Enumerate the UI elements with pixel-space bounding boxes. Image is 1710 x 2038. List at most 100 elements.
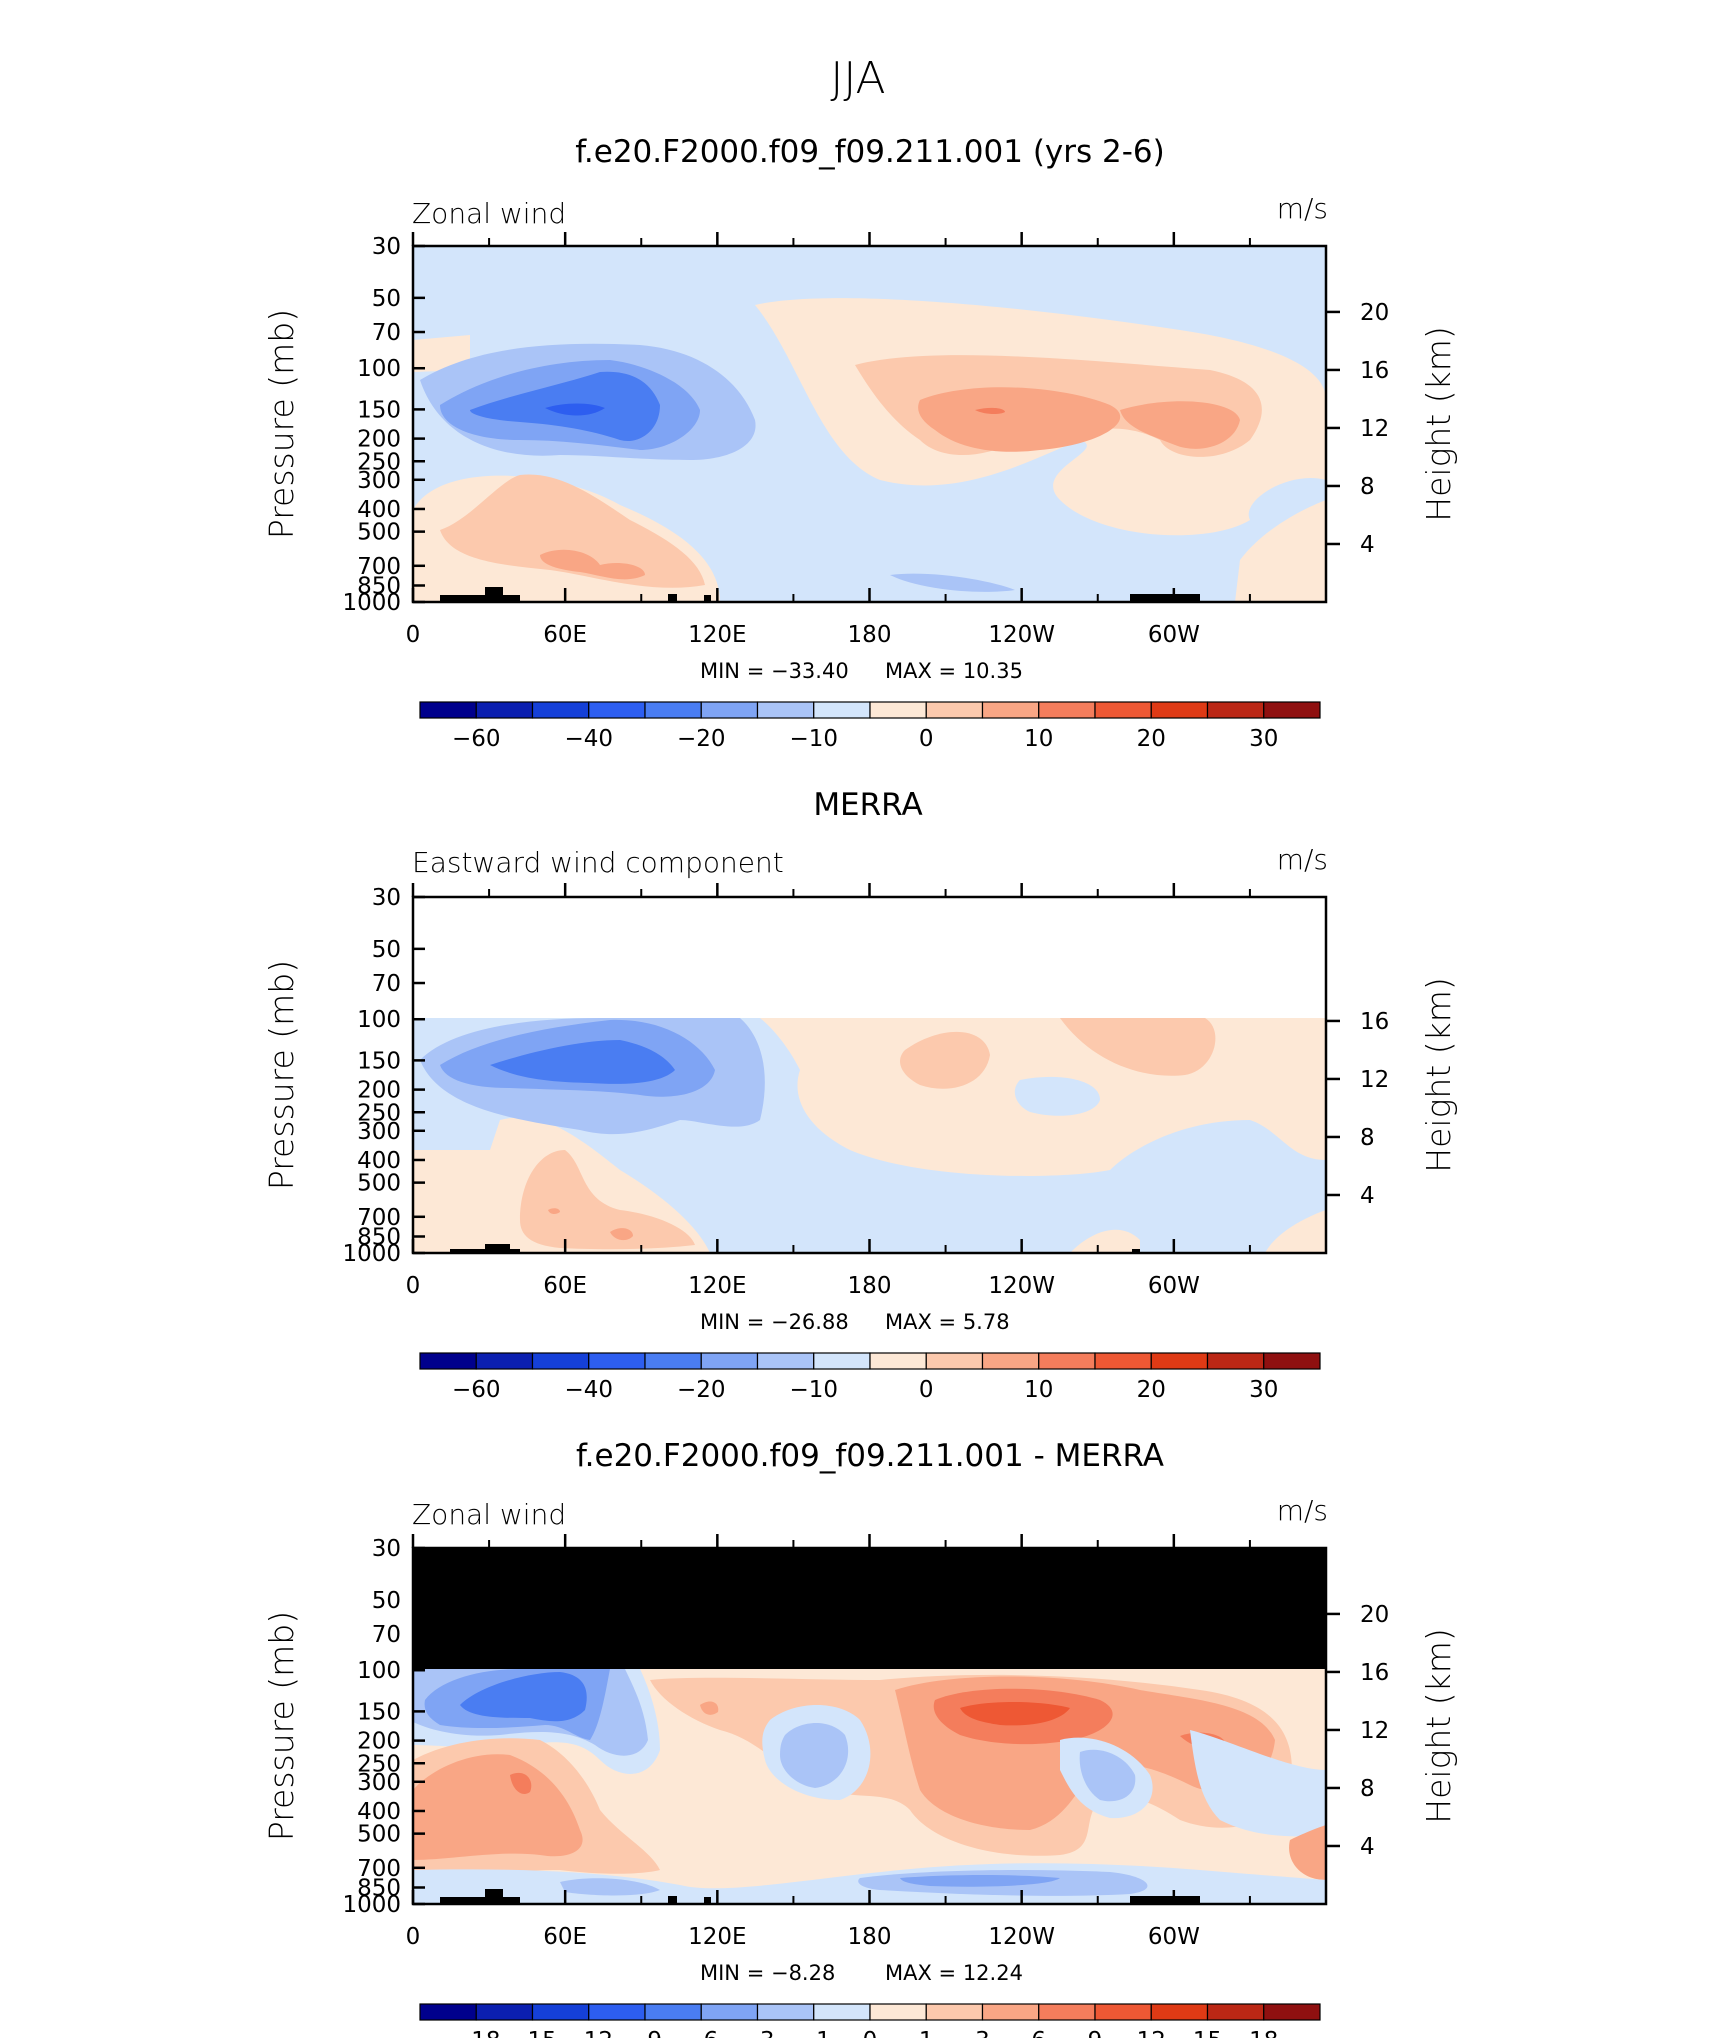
merra-pos-low-3 [610, 1228, 633, 1241]
x-tick-label-model: 60E [543, 622, 587, 648]
merra-pos-2a [900, 1031, 990, 1089]
colorbar-box-merra [644, 1352, 702, 1370]
colorbar-box-model [475, 701, 534, 719]
colorbar-box-model [1206, 701, 1265, 719]
merra-neg-3 [490, 1040, 675, 1084]
colorbar-box-model [925, 701, 984, 719]
colorbar-box-model [1038, 701, 1096, 719]
p-tick-label-merra: 500 [357, 1171, 401, 1197]
colorbar-label-diff: 12 [1137, 2028, 1166, 2038]
colorbar-box-diff [756, 2003, 815, 2021]
colorbar-box-diff [644, 2003, 702, 2021]
colorbar-label-diff: 0 [863, 2028, 878, 2038]
colorbar-box-model [419, 701, 477, 719]
p-tick-label-model: 150 [357, 397, 401, 423]
colorbar-box-diff [475, 2003, 534, 2021]
panel-diff-masked-region [413, 1548, 1326, 1669]
colorbar-box-merra [475, 1352, 534, 1370]
p-tick-label-model: 250 [357, 449, 401, 475]
colorbar-label-merra: −60 [452, 1377, 501, 1403]
min-label-model: MIN = −33.40 [700, 659, 849, 683]
min-label-merra: MIN = −26.88 [700, 1310, 849, 1334]
height-tick-label-diff: 4 [1360, 1834, 1375, 1860]
colorbar-label-merra: 10 [1024, 1377, 1053, 1403]
colorbar-label-diff: −9 [628, 2028, 662, 2038]
height-tick-label-model: 20 [1360, 300, 1389, 326]
colorbar-box-diff [1094, 2003, 1152, 2021]
colorbar-box-merra [925, 1352, 984, 1370]
panel-model-title: f.e20.F2000.f09_f09.211.001 (yrs 2-6) [575, 134, 1165, 170]
colorbar-label-diff: 3 [975, 2028, 990, 2038]
panel-merra: MERRA Eastward wind component m/s 0 60E 12… [262, 787, 1458, 1403]
p-tick-label-model: 70 [372, 320, 401, 346]
x-tick-label-diff: 180 [848, 1924, 892, 1950]
colorbar-box-diff [1150, 2003, 1209, 2021]
diff-neg-8 [1079, 1749, 1136, 1802]
merra-pos-low-3b [548, 1208, 560, 1215]
panel-diff-ticks: 0 60E 120E 180 120W 60W3050701001502002503004… [262, 1534, 1458, 2038]
y-axis-label-diff: Pressure (mb) [262, 1611, 301, 1841]
colorbar-label-model: −10 [789, 726, 838, 752]
colorbar-label-diff: 15 [1193, 2028, 1222, 2038]
colorbar-box-merra [588, 1352, 646, 1370]
p-tick-label-merra: 70 [372, 971, 401, 997]
colorbar-box-diff [588, 2003, 646, 2021]
colorbar-box-merra [531, 1352, 590, 1370]
p-tick-label-diff: 70 [372, 1622, 401, 1648]
colorbar-label-diff: −1 [797, 2028, 831, 2038]
colorbar-label-diff: −18 [452, 2028, 501, 2038]
colorbar-box-model [1094, 701, 1152, 719]
p-tick-label-merra: 1000 [342, 1241, 401, 1267]
p-tick-label-merra: 150 [357, 1048, 401, 1074]
colorbar-box-diff [700, 2003, 759, 2021]
x-tick-label-merra: 0 [406, 1273, 421, 1299]
contour-neg-low [890, 573, 1015, 592]
merra-pos-low-2 [520, 1150, 695, 1250]
colorbar-label-diff: −6 [684, 2028, 718, 2038]
panel-model-topography [440, 587, 1200, 602]
max-label-diff: MAX = 12.24 [885, 1961, 1023, 1985]
x-tick-label-model: 120W [988, 622, 1055, 648]
y-axis-right-label-model: Height (km) [1419, 326, 1458, 521]
panel-model: f.e20.F2000.f09_f09.211.001 (yrs 2-6) Zo… [262, 134, 1458, 752]
colorbar-label-diff: 1 [919, 2028, 934, 2038]
colorbar-box-diff [981, 2003, 1040, 2021]
height-tick-label-model: 12 [1360, 416, 1389, 442]
p-tick-label-diff: 30 [372, 1536, 401, 1562]
y-axis-right-label-merra: Height (km) [1419, 977, 1458, 1172]
p-tick-label-model: 100 [357, 356, 401, 382]
p-tick-label-merra: 250 [357, 1100, 401, 1126]
colorbar-box-model [813, 701, 871, 719]
p-tick-label-model: 700 [357, 554, 401, 580]
p-tick-label-diff: 400 [357, 1799, 401, 1825]
diff-pos-low-2 [413, 1754, 583, 1860]
panel-diff-left-label: Zonal wind [412, 1498, 566, 1531]
y-axis-label-merra: Pressure (mb) [262, 960, 301, 1190]
merra-pos-2b [1060, 1018, 1216, 1076]
colorbar-label-diff: −12 [564, 2028, 613, 2038]
x-tick-label-merra: 180 [848, 1273, 892, 1299]
x-tick-label-model: 120E [688, 622, 746, 648]
p-tick-label-merra: 100 [357, 1007, 401, 1033]
diff-topography [440, 1889, 1200, 1904]
main-title: JJA [830, 53, 885, 104]
panel-diff: f.e20.F2000.f09_f09.211.001 - MERRA Zona… [262, 1438, 1458, 2038]
p-tick-label-model: 1000 [342, 590, 401, 616]
height-tick-label-model: 8 [1360, 474, 1375, 500]
diff-neg-4 [460, 1672, 587, 1722]
panel-diff-units: m/s [1277, 1494, 1328, 1527]
panel-model-left-label: Zonal wind [412, 197, 566, 230]
panel-model-field [413, 246, 1326, 602]
max-label-merra: MAX = 5.78 [885, 1310, 1010, 1334]
diff-neg-9 [1190, 1730, 1326, 1837]
p-tick-label-model: 50 [372, 286, 401, 312]
colorbar-box-merra [419, 1352, 477, 1370]
colorbar-box-diff [1038, 2003, 1096, 2021]
p-tick-label-diff: 150 [357, 1699, 401, 1725]
colorbar-box-merra [1094, 1352, 1152, 1370]
colorbar-label-model: 30 [1249, 726, 1278, 752]
colorbar-label-merra: −20 [677, 1377, 726, 1403]
colorbar-box-diff [869, 2003, 927, 2021]
colorbar-label-diff: 18 [1249, 2028, 1278, 2038]
